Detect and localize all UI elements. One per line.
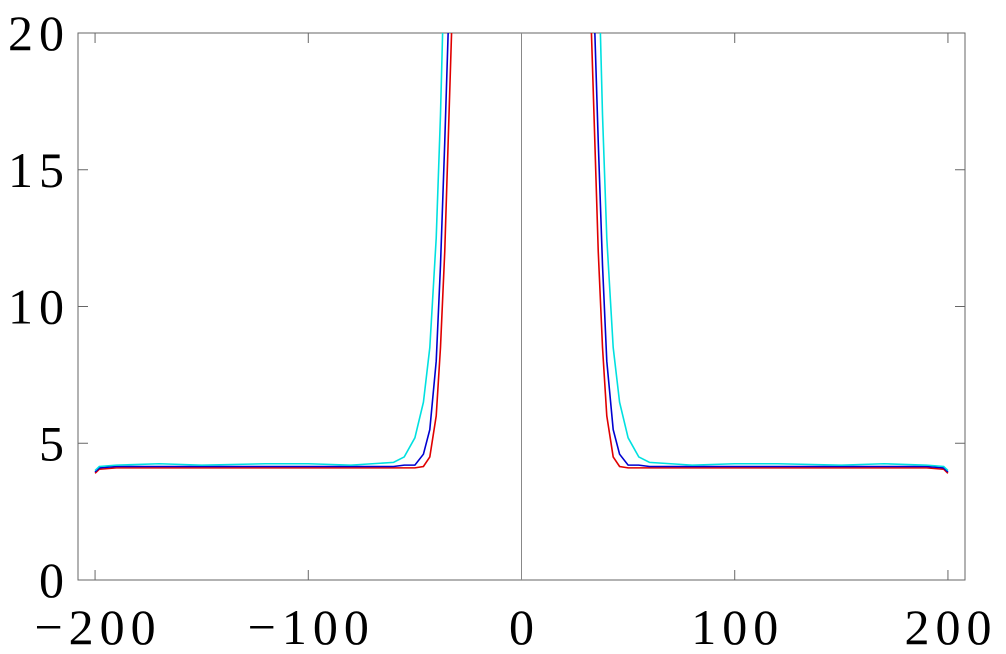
- y-tick-label: 20: [8, 5, 70, 61]
- plot-area: [94, 33, 949, 474]
- x-tick-label: 0: [509, 599, 540, 654]
- y-tick-label: 5: [39, 415, 70, 471]
- x-tick-label: −200: [34, 599, 161, 654]
- x-tick-label: −100: [248, 599, 375, 654]
- series-line: [94, 33, 949, 473]
- x-tick-label: 100: [691, 599, 784, 654]
- series-line: [94, 33, 949, 474]
- y-tick-label: 0: [39, 552, 70, 608]
- y-tick-label: 15: [8, 142, 70, 198]
- x-tick-label: 200: [904, 599, 997, 654]
- y-tick-label: 10: [8, 279, 70, 335]
- series-line: [94, 33, 949, 472]
